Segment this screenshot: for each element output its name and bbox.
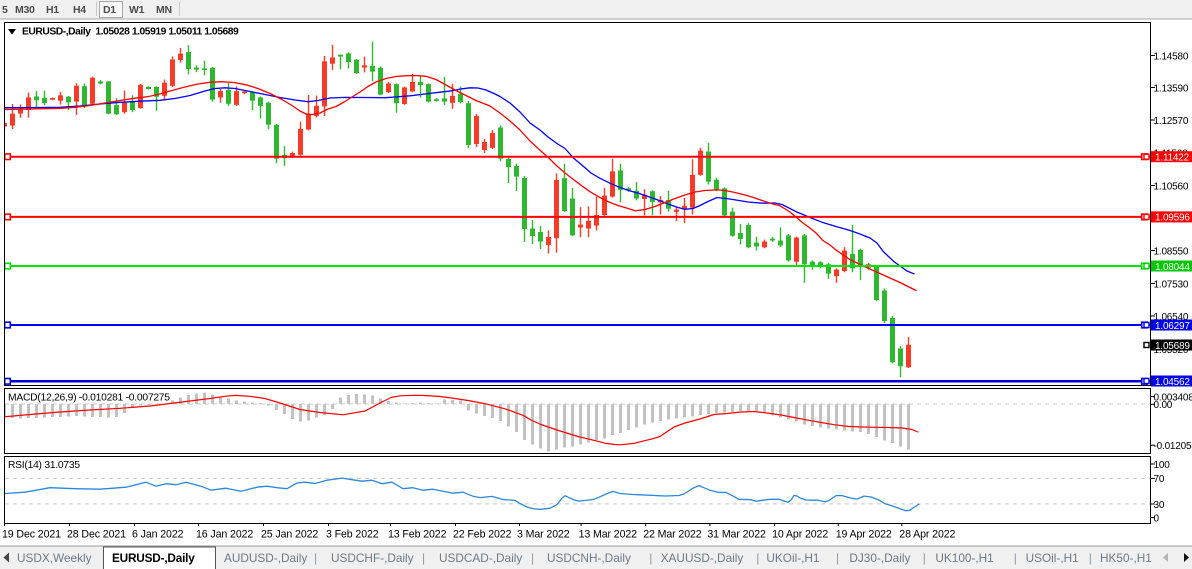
svg-text:1.14580: 1.14580 xyxy=(1154,51,1189,62)
svg-text:AUDUSD-,Daily: AUDUSD-,Daily xyxy=(224,551,307,565)
svg-text:UK100-,H1: UK100-,H1 xyxy=(935,551,993,565)
svg-text:H4: H4 xyxy=(73,4,86,16)
svg-text:D1: D1 xyxy=(103,4,116,16)
svg-text:M30: M30 xyxy=(15,4,35,16)
svg-text:1.10560: 1.10560 xyxy=(1154,181,1189,192)
svg-text:-0.012058: -0.012058 xyxy=(1154,441,1192,452)
svg-text:100: 100 xyxy=(1154,460,1171,471)
svg-text:0: 0 xyxy=(1154,513,1160,524)
svg-text:1.13590: 1.13590 xyxy=(1154,83,1189,94)
svg-text:USDCNH-,Daily: USDCNH-,Daily xyxy=(547,551,631,565)
svg-text:UKOil-,H1: UKOil-,H1 xyxy=(766,551,819,565)
svg-text:13 Feb 2022: 13 Feb 2022 xyxy=(388,529,447,541)
svg-text:MACD(12,26,9) -0.010281 -0.007: MACD(12,26,9) -0.010281 -0.007275 xyxy=(8,393,170,404)
svg-text:1.11422: 1.11422 xyxy=(1155,153,1190,164)
svg-text:|: | xyxy=(1089,551,1092,565)
svg-text:13 Mar 2022: 13 Mar 2022 xyxy=(579,529,638,541)
svg-text:RSI(14) 31.0735: RSI(14) 31.0735 xyxy=(8,460,80,471)
svg-text:USDCAD-,Daily: USDCAD-,Daily xyxy=(439,551,522,565)
svg-text:EURUSD-,Daily: EURUSD-,Daily xyxy=(112,551,195,565)
svg-text:|: | xyxy=(1014,551,1017,565)
svg-text:EURUSD-,Daily 1.05028 1.05919: EURUSD-,Daily 1.05028 1.05919 1.05011 1.… xyxy=(22,27,239,38)
svg-text:3 Mar 2022: 3 Mar 2022 xyxy=(517,529,570,541)
svg-text:1.06540: 1.06540 xyxy=(1154,312,1189,323)
svg-text:1.05689: 1.05689 xyxy=(1155,341,1190,352)
svg-text:H1: H1 xyxy=(46,4,59,16)
svg-text:22 Mar 2022: 22 Mar 2022 xyxy=(643,529,702,541)
svg-text:0.00: 0.00 xyxy=(1154,400,1173,411)
svg-text:1.07530: 1.07530 xyxy=(1154,279,1189,290)
svg-text:USOil-,H1: USOil-,H1 xyxy=(1026,551,1079,565)
svg-text:19 Dec 2021: 19 Dec 2021 xyxy=(2,529,61,541)
svg-text:5: 5 xyxy=(2,4,8,16)
svg-text:1.08044: 1.08044 xyxy=(1155,262,1190,273)
svg-text:HK50-,H1: HK50-,H1 xyxy=(1100,551,1152,565)
svg-text:1.04562: 1.04562 xyxy=(1155,377,1190,388)
svg-text:|: | xyxy=(923,551,926,565)
svg-text:19 Apr 2022: 19 Apr 2022 xyxy=(836,529,892,541)
svg-text:31 Mar 2022: 31 Mar 2022 xyxy=(707,529,766,541)
svg-text:|: | xyxy=(756,551,759,565)
svg-text:USDX,Weekly: USDX,Weekly xyxy=(17,551,92,565)
svg-text:3 Feb 2022: 3 Feb 2022 xyxy=(326,529,379,541)
svg-text:10 Apr 2022: 10 Apr 2022 xyxy=(772,529,828,541)
svg-text:W1: W1 xyxy=(129,4,145,16)
svg-text:22 Feb 2022: 22 Feb 2022 xyxy=(453,529,512,541)
svg-text:|: | xyxy=(314,551,317,565)
svg-text:|: | xyxy=(836,551,839,565)
svg-text:16 Jan 2022: 16 Jan 2022 xyxy=(196,529,253,541)
svg-text:30: 30 xyxy=(1154,500,1165,511)
svg-text:0.003408: 0.003408 xyxy=(1154,392,1192,403)
svg-text:|: | xyxy=(649,551,652,565)
svg-text:XAUUSD-,Daily: XAUUSD-,Daily xyxy=(661,551,744,565)
svg-text:|: | xyxy=(422,551,425,565)
svg-text:1.09596: 1.09596 xyxy=(1155,213,1190,224)
svg-text:6 Jan 2022: 6 Jan 2022 xyxy=(132,529,184,541)
svg-text:MN: MN xyxy=(156,4,172,16)
svg-text:|: | xyxy=(531,551,534,565)
svg-text:1.12570: 1.12570 xyxy=(1154,116,1189,127)
svg-text:28 Dec 2021: 28 Dec 2021 xyxy=(67,529,126,541)
svg-text:1.06297: 1.06297 xyxy=(1155,321,1190,332)
svg-text:DJ30-,Daily: DJ30-,Daily xyxy=(849,551,910,565)
svg-text:70: 70 xyxy=(1154,474,1165,485)
svg-text:25 Jan 2022: 25 Jan 2022 xyxy=(261,529,318,541)
svg-text:28 Apr 2022: 28 Apr 2022 xyxy=(899,529,955,541)
svg-text:1.08550: 1.08550 xyxy=(1154,246,1189,257)
svg-text:USDCHF-,Daily: USDCHF-,Daily xyxy=(331,551,414,565)
